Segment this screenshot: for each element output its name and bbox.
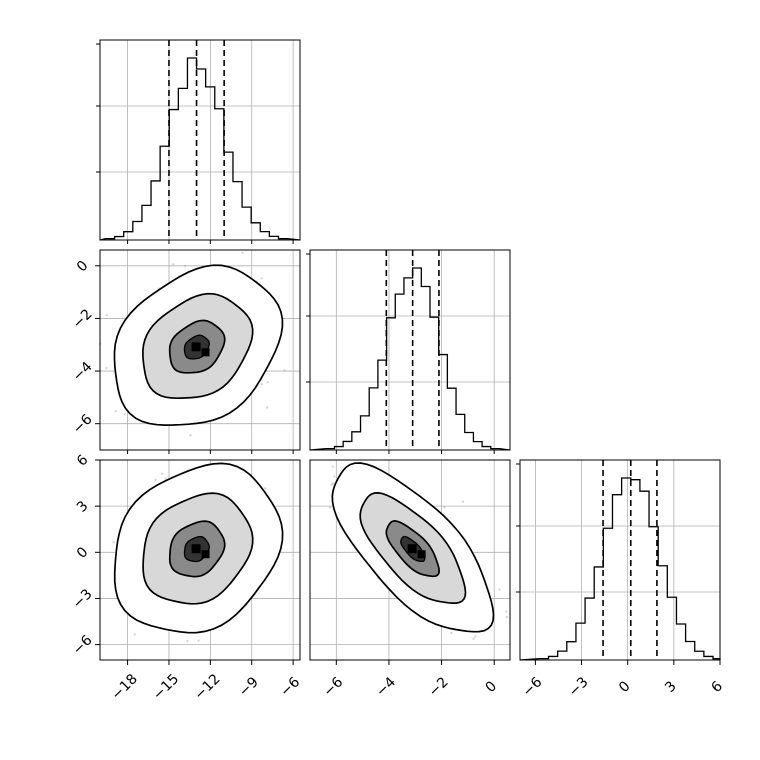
scatter-panel [310, 460, 510, 660]
histogram-step [99, 57, 301, 241]
x-tick-label: −6 [520, 674, 546, 700]
x-tick-label: −18 [109, 671, 141, 703]
scatter-point [329, 506, 332, 509]
scatter-point [505, 610, 508, 613]
x-tick-label: −6 [277, 674, 303, 700]
panel-frame [99, 39, 301, 241]
scatter-point [112, 541, 115, 544]
density-peak [191, 342, 201, 352]
x-tick-label: 0 [616, 678, 634, 696]
scatter-point [241, 251, 244, 254]
density-peak [191, 544, 201, 554]
scatter-point [260, 383, 263, 386]
scatter-point [189, 434, 192, 437]
density-peak [201, 348, 210, 357]
y-tick-label: −6 [70, 632, 96, 658]
x-tick-label: −12 [191, 671, 223, 703]
x-tick-label: −9 [236, 674, 262, 700]
scatter-point [461, 500, 465, 503]
scatter-point [266, 381, 269, 384]
scatter-point [186, 640, 189, 643]
panel-frame [99, 249, 301, 451]
y-tick-label: 3 [74, 498, 92, 516]
scatter-point [472, 637, 475, 640]
panel-frame [99, 459, 301, 661]
scatter-point [330, 483, 333, 486]
histogram-panel [309, 250, 511, 451]
density-peak [417, 550, 426, 559]
scatter-point [197, 639, 200, 642]
scatter-point [260, 277, 263, 280]
scatter-point [450, 631, 453, 635]
scatter-point [123, 412, 126, 416]
y-tick-label: −6 [70, 411, 96, 437]
scatter-point [474, 635, 477, 638]
x-tick-label: −4 [373, 674, 399, 700]
y-tick-label: 6 [74, 452, 92, 470]
panel-frame [309, 249, 511, 451]
scatter-point [333, 475, 336, 478]
x-tick-label: −2 [426, 674, 452, 700]
scatter-point [505, 616, 508, 619]
panel-frame [519, 459, 721, 661]
scatter-point [266, 406, 269, 409]
scatter-point [263, 487, 267, 490]
x-tick-label: −15 [150, 671, 182, 703]
scatter-point [283, 369, 286, 372]
scatter-point [172, 263, 175, 266]
histogram-panel [99, 40, 301, 241]
scatter-point [154, 478, 157, 481]
scatter-point [443, 506, 446, 509]
scatter-point [498, 588, 501, 591]
histogram-step [519, 477, 721, 661]
density-peak [407, 544, 417, 554]
y-tick-label: −4 [70, 359, 96, 385]
x-tick-label: 3 [662, 678, 680, 696]
density-peak [201, 550, 210, 559]
scatter-point [184, 264, 187, 267]
panel-frame [309, 459, 511, 661]
histogram-step [309, 267, 511, 451]
y-tick-label: 0 [74, 258, 92, 276]
scatter-panel [100, 460, 300, 660]
scatter-point [114, 410, 117, 413]
scatter-point [133, 633, 136, 636]
scatter-point [332, 482, 335, 485]
y-tick-label: 0 [74, 544, 92, 562]
scatter-point [105, 314, 108, 317]
y-tick-label: −2 [70, 306, 96, 332]
x-tick-label: −6 [321, 674, 347, 700]
x-tick-label: 0 [483, 678, 501, 696]
y-tick-label: −3 [70, 586, 96, 612]
scatter-point [164, 477, 167, 480]
histogram-panel [519, 460, 721, 661]
scatter-point [105, 367, 108, 370]
scatter-panel [99, 250, 300, 450]
scatter-point [331, 465, 334, 468]
x-tick-label: 6 [708, 678, 726, 696]
x-tick-label: −3 [566, 674, 592, 700]
scatter-point [161, 472, 164, 475]
